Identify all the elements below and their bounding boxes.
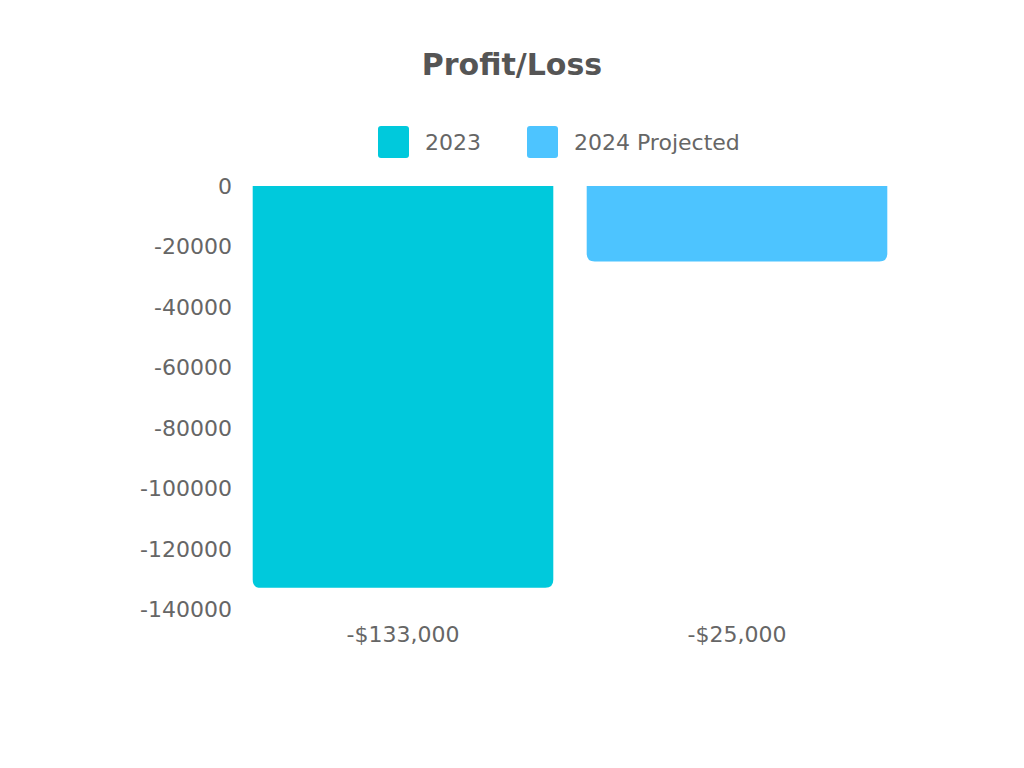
legend-label: 2023 <box>425 130 481 155</box>
y-tick-label: 0 <box>218 174 232 199</box>
y-tick-label: -20000 <box>154 234 232 259</box>
bar <box>587 186 888 262</box>
legend-swatch <box>378 126 409 158</box>
x-axis: -$133,000 -$25,000 <box>347 622 787 647</box>
bar <box>253 186 554 588</box>
bars <box>253 186 888 588</box>
legend-swatch <box>527 126 558 158</box>
y-tick-label: -40000 <box>154 295 232 320</box>
legend: 2023 2024 Projected <box>378 126 740 158</box>
y-tick-label: -100000 <box>140 476 232 501</box>
category-label: -$133,000 <box>347 622 460 647</box>
chart-svg: Profit/Loss 2023 2024 Projected 0 -20000 -400… <box>0 0 1024 768</box>
y-tick-label: -80000 <box>154 416 232 441</box>
category-label: -$25,000 <box>688 622 787 647</box>
chart-title: Profit/Loss <box>422 47 602 82</box>
legend-label: 2024 Projected <box>574 130 740 155</box>
y-tick-label: -60000 <box>154 355 232 380</box>
y-tick-label: -140000 <box>140 597 232 622</box>
chart-container: Profit/Loss 2023 2024 Projected 0 -20000 -400… <box>0 0 1024 768</box>
y-tick-label: -120000 <box>140 537 232 562</box>
y-axis: 0 -20000 -40000 -60000 -80000 -100000 -120000 -… <box>140 174 232 622</box>
